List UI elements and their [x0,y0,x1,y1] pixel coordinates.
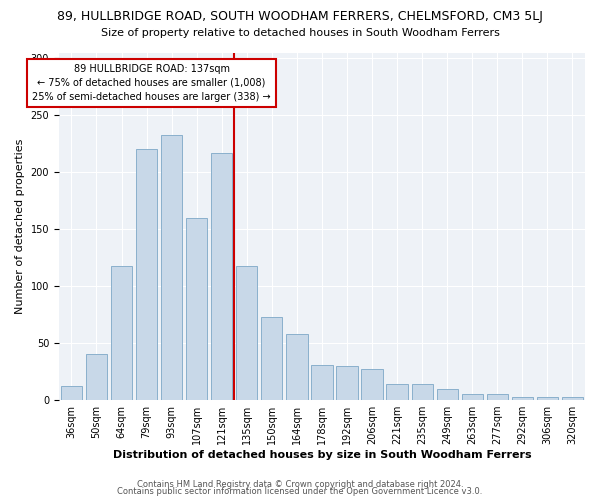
Bar [161,134,182,400]
Text: Contains public sector information licensed under the Open Government Licence v3: Contains public sector information licen… [118,487,482,496]
Bar [236,266,257,400]
Bar [136,150,157,400]
X-axis label: Distribution of detached houses by size in South Woodham Ferrers: Distribution of detached houses by size … [113,450,531,460]
Bar [461,394,483,400]
Bar [86,354,107,400]
Bar [261,317,283,400]
Text: 89 HULLBRIDGE ROAD: 137sqm
← 75% of detached houses are smaller (1,008)
25% of s: 89 HULLBRIDGE ROAD: 137sqm ← 75% of deta… [32,64,271,102]
Bar [286,334,308,400]
Y-axis label: Number of detached properties: Number of detached properties [15,138,25,314]
Bar [412,384,433,400]
Bar [437,388,458,400]
Text: Size of property relative to detached houses in South Woodham Ferrers: Size of property relative to detached ho… [101,28,499,38]
Bar [361,370,383,400]
Bar [512,396,533,400]
Bar [186,218,208,400]
Bar [386,384,408,400]
Bar [311,365,332,400]
Bar [562,396,583,400]
Bar [487,394,508,400]
Bar [61,386,82,400]
Text: Contains HM Land Registry data © Crown copyright and database right 2024.: Contains HM Land Registry data © Crown c… [137,480,463,489]
Bar [537,396,558,400]
Bar [211,153,232,400]
Bar [111,266,132,400]
Bar [337,366,358,400]
Text: 89, HULLBRIDGE ROAD, SOUTH WOODHAM FERRERS, CHELMSFORD, CM3 5LJ: 89, HULLBRIDGE ROAD, SOUTH WOODHAM FERRE… [57,10,543,23]
